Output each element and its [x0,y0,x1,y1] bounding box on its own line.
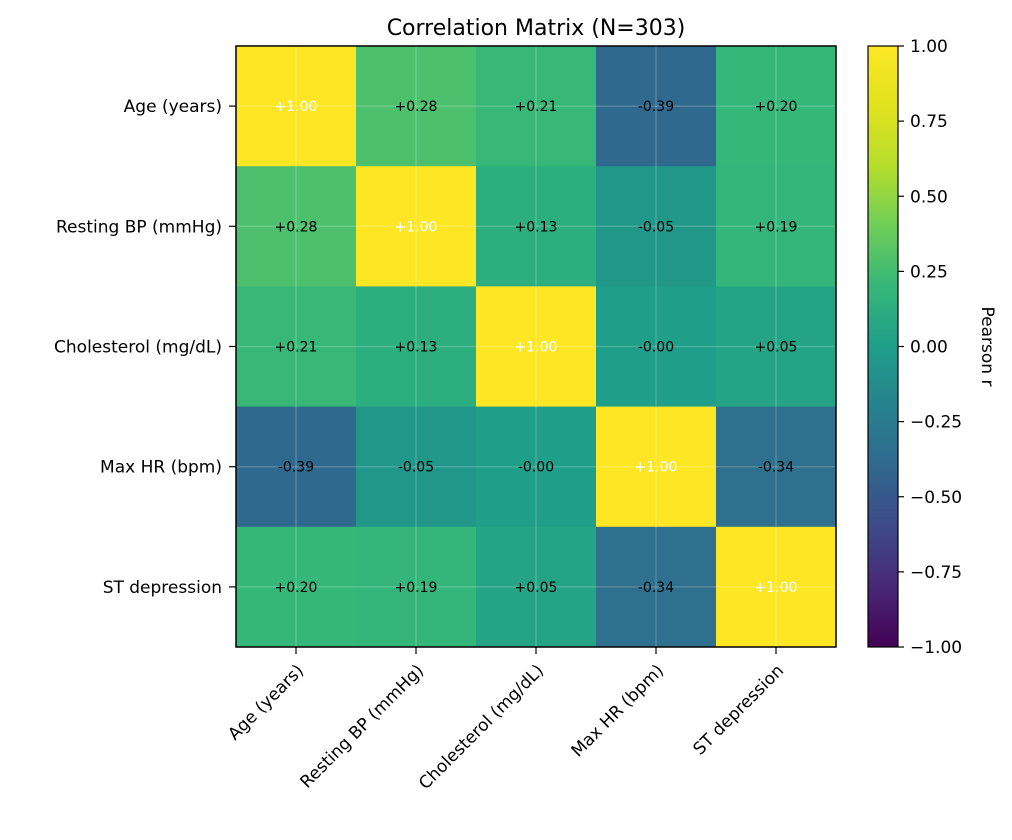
heatmap-cell-3-2 [476,406,597,528]
heatmap-cell-0-1 [356,46,477,167]
cell-value-label-2-2: +1.00 [515,340,558,356]
heatmap-cell-4-0 [236,526,357,648]
cell-value-label-2-3: -0.00 [638,340,674,356]
x-tick-label-max-hr-bpm: Max HR (bpm) [568,661,668,761]
cell-value-label-2-0: +0.21 [275,340,318,356]
heatmap-cell-2-3 [596,286,717,408]
y-tick-label-age-years: Age (years) [124,97,222,117]
heatmap-cell-0-0 [236,46,357,167]
cell-value-label-2-4: +0.05 [755,340,798,356]
heatmap-cell-1-1 [356,166,477,287]
y-tick-label-max-hr-bpm: Max HR (bpm) [100,458,222,478]
colorbar [867,45,899,648]
colorbar-tick-label-8: −1.00 [910,638,962,658]
x-tick-label-cholesterol-mg-dl: Cholesterol (mg/dL) [415,661,548,794]
cell-value-label-2-1: +0.13 [395,340,438,356]
y-tick-label-st-depression: ST depression [103,578,222,598]
heatmap-cell-2-0 [236,286,357,408]
cell-value-label-3-3: +1.00 [635,460,678,476]
colorbar-tick-label-6: −0.50 [910,488,962,508]
cell-value-label-1-4: +0.19 [755,219,798,235]
cell-value-label-4-3: -0.34 [638,580,674,596]
chart-title: Correlation Matrix (N=303) [387,16,686,41]
heatmap-cell-3-3 [596,406,717,528]
heatmap-cell-1-0 [236,166,357,287]
heatmap-cell-0-3 [596,46,717,167]
cell-value-label-4-2: +0.05 [515,580,558,596]
cell-value-label-1-2: +0.13 [515,219,558,235]
heatmap-cell-2-4 [716,286,837,408]
cell-value-label-3-2: -0.00 [518,460,554,476]
heatmap-cell-4-3 [596,526,717,648]
cell-value-label-1-1: +1.00 [395,219,438,235]
heatmap-cell-1-2 [476,166,597,287]
heatmap-cell-4-1 [356,526,477,648]
cell-value-label-0-4: +0.20 [755,99,798,115]
heatmap-cell-1-3 [596,166,717,287]
cell-value-label-0-0: +1.00 [275,99,318,115]
colorbar-tick-label-7: −0.75 [910,563,962,583]
cell-value-label-1-0: +0.28 [275,219,318,235]
heatmap-cell-3-0 [236,406,357,528]
heatmap-cell-0-4 [716,46,837,167]
colorbar-label: Pearson r [977,307,997,387]
cell-value-label-4-0: +0.20 [275,580,318,596]
heatmap-cell-2-2 [476,286,597,408]
cell-value-label-3-1: -0.05 [398,460,434,476]
cell-value-label-0-1: +0.28 [395,99,438,115]
x-tick-label-resting-bp-mmhg: Resting BP (mmHg) [296,661,428,793]
y-tick-label-cholesterol-mg-dl: Cholesterol (mg/dL) [54,338,222,358]
x-tick-label-age-years: Age (years) [224,661,308,745]
cell-value-label-0-2: +0.21 [515,99,558,115]
cell-value-label-4-1: +0.19 [395,580,438,596]
heatmap-cell-4-4 [716,526,837,648]
heatmap-cell-3-1 [356,406,477,528]
y-tick-label-resting-bp-mmhg: Resting BP (mmHg) [56,217,222,237]
cell-value-label-3-0: -0.39 [278,460,314,476]
cell-value-label-0-3: -0.39 [638,99,674,115]
colorbar-tick-label-2: 0.50 [910,187,948,207]
colorbar-tick-label-1: 0.75 [910,112,948,132]
colorbar-tick-label-3: 0.25 [910,262,948,282]
cell-value-label-1-3: -0.05 [638,219,674,235]
heatmap-cell-2-1 [356,286,477,408]
cell-value-label-3-4: -0.34 [758,460,794,476]
colorbar-tick-label-0: 1.00 [910,37,948,57]
heatmap-cell-3-4 [716,406,837,528]
colorbar-tick-label-5: −0.25 [910,413,962,433]
x-tick-label-st-depression: ST depression [690,661,789,760]
colorbar-tick-label-4: 0.00 [910,338,948,358]
cell-value-label-4-4: +1.00 [755,580,798,596]
heatmap-cell-0-2 [476,46,597,167]
heatmap-cell-4-2 [476,526,597,648]
heatmap-cell-1-4 [716,166,837,287]
